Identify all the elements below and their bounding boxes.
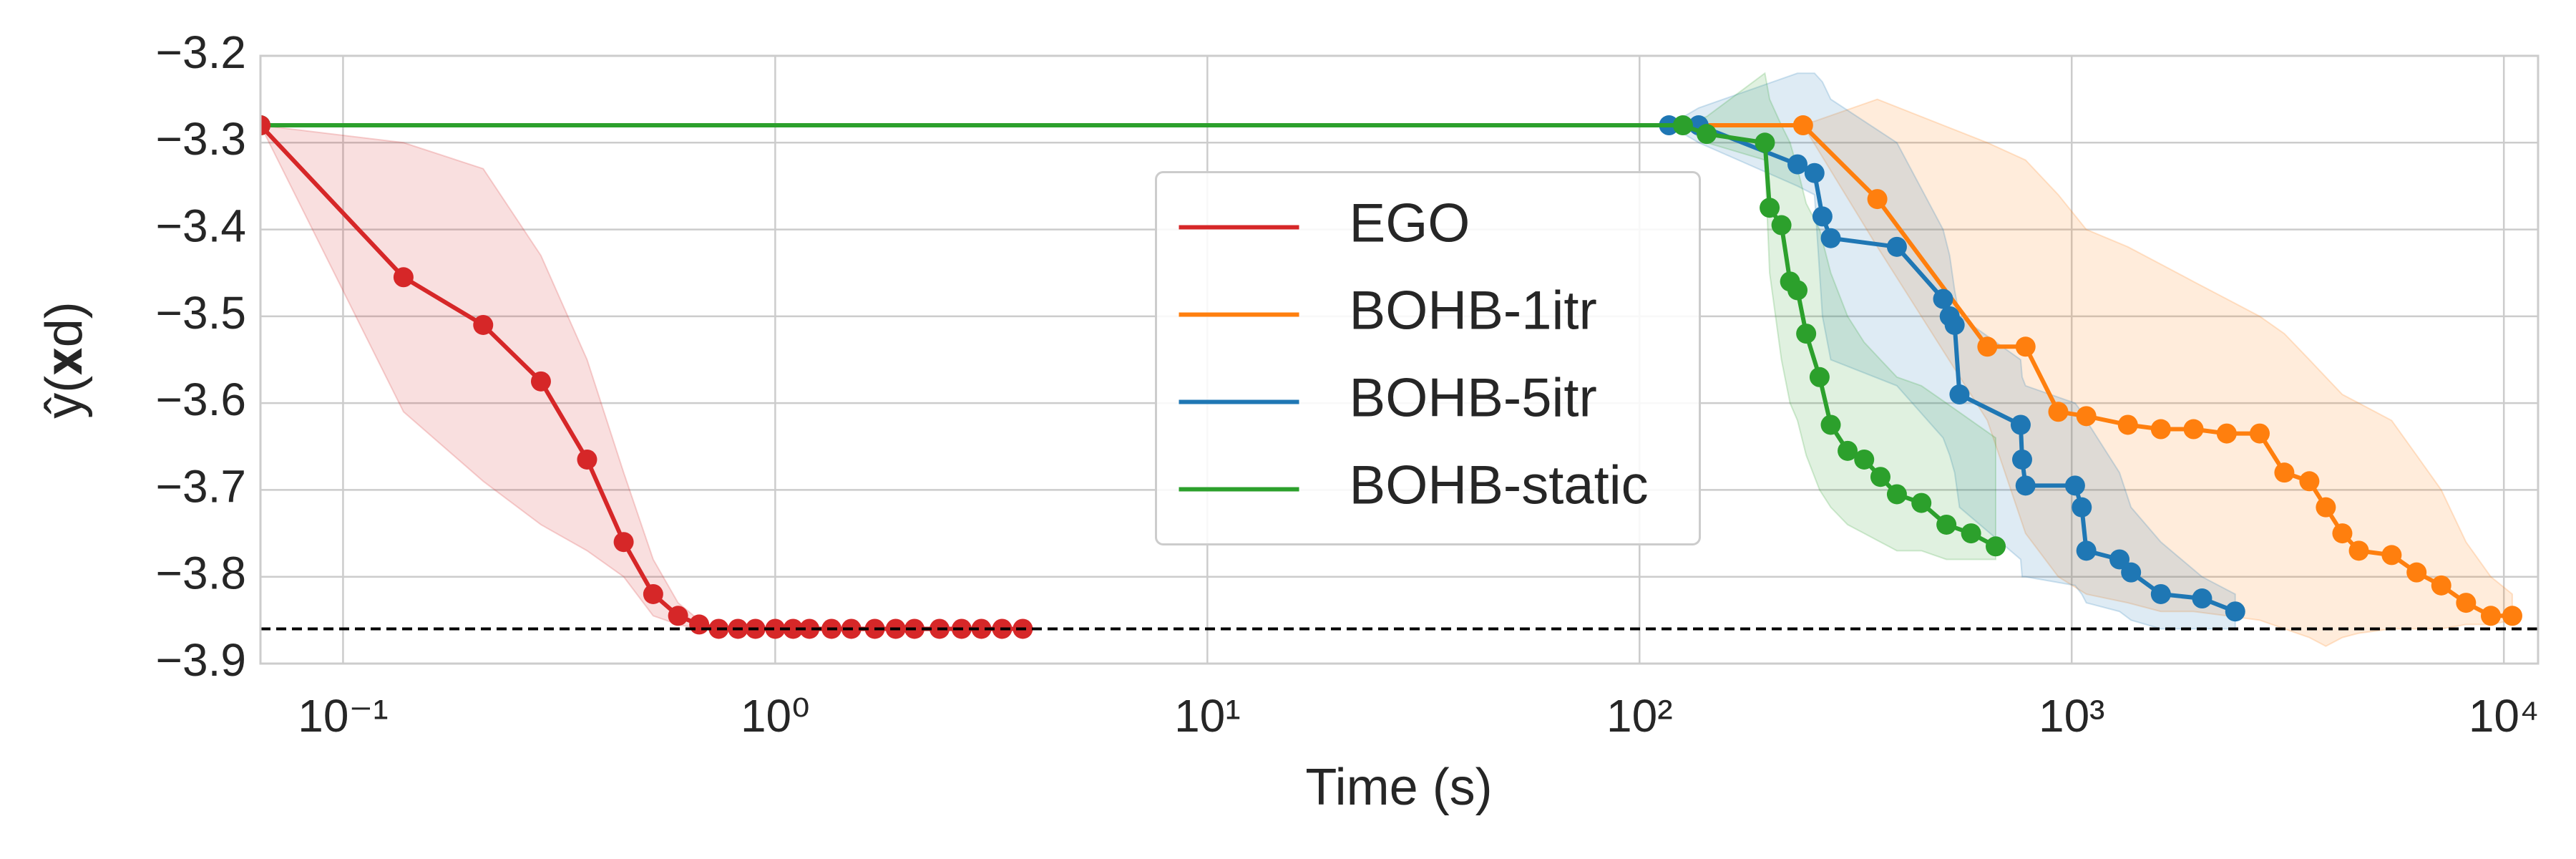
y-tick-label: −3.6: [156, 374, 246, 425]
data-point: [2316, 497, 2336, 518]
y-tick-label: −3.5: [156, 287, 246, 339]
data-point: [2015, 475, 2036, 496]
data-point: [1672, 115, 1693, 136]
data-point: [1911, 492, 1932, 513]
data-point: [2015, 336, 2036, 357]
data-point: [1812, 206, 1833, 227]
y-tick-label: −3.7: [156, 460, 246, 512]
legend-label: EGO: [1350, 193, 1470, 254]
data-point: [393, 267, 414, 288]
data-point: [783, 618, 804, 639]
data-point: [1936, 514, 1957, 535]
data-point: [2216, 423, 2237, 444]
data-point: [1886, 484, 1907, 505]
data-point: [1796, 324, 1817, 344]
data-point: [1820, 414, 1841, 435]
data-point: [2121, 562, 2142, 583]
y-tick-label: −3.3: [156, 113, 246, 165]
data-point: [1870, 467, 1890, 487]
data-point: [2076, 540, 2097, 561]
data-point: [2480, 606, 2501, 626]
data-point: [2076, 406, 2097, 427]
data-point: [2064, 475, 2085, 496]
legend: EGO BOHB-1itr BOHB-5itr BOHB-static: [1155, 171, 1701, 545]
plot-frame: [259, 54, 2540, 665]
data-point: [689, 614, 710, 635]
data-point: [2109, 549, 2130, 570]
legend-label: BOHB-1itr: [1350, 281, 1597, 341]
data-point: [1977, 336, 1998, 357]
data-point: [2431, 575, 2451, 596]
data-point: [1804, 162, 1825, 183]
data-point: [2192, 588, 2212, 609]
data-point: [2332, 523, 2353, 544]
data-point: [1854, 449, 1875, 470]
data-point: [2381, 545, 2402, 566]
data-point: [2456, 593, 2477, 613]
data-point: [668, 606, 688, 626]
data-point: [1760, 198, 1780, 218]
data-point: [473, 314, 494, 335]
data-point: [2117, 414, 2138, 435]
data-point: [577, 449, 597, 470]
data-point: [765, 618, 786, 639]
x-tick-label: 10⁰: [741, 690, 810, 742]
data-point: [1838, 440, 1858, 461]
data-point: [1755, 132, 1775, 153]
data-point: [1886, 236, 1907, 257]
legend-label: BOHB-static: [1350, 455, 1649, 516]
confidence-band: [260, 72, 1997, 560]
data-point: [1867, 189, 1888, 210]
data-point: [643, 583, 663, 604]
data-point: [2406, 562, 2427, 583]
data-point: [799, 618, 820, 639]
data-point: [1944, 314, 1965, 335]
data-point: [2183, 419, 2204, 440]
x-tick-label: 10³: [2039, 690, 2105, 742]
data-point: [1787, 154, 1808, 175]
data-point: [2348, 540, 2369, 561]
y-tick-label: −3.4: [156, 200, 246, 251]
data-point: [260, 115, 270, 136]
data-point: [971, 618, 992, 639]
x-tick-label: 10⁻¹: [298, 690, 388, 742]
data-point: [1820, 228, 1841, 248]
legend-label: BOHB-5itr: [1350, 368, 1597, 429]
y-axis-label: ŷ(𝐱d): [36, 301, 93, 419]
data-point: [2274, 462, 2295, 483]
data-point: [1787, 280, 1808, 301]
data-point: [2249, 423, 2270, 444]
data-point: [2299, 471, 2320, 492]
data-point: [1961, 523, 1981, 544]
data-point: [2048, 402, 2069, 422]
data-point: [2150, 583, 2171, 604]
data-point: [2502, 606, 2522, 626]
data-point: [530, 371, 551, 392]
data-point: [2010, 414, 2031, 435]
x-axis-label: Time (s): [1305, 759, 1492, 816]
data-point: [613, 532, 634, 553]
y-tick-label: −3.2: [156, 26, 246, 78]
data-point: [1771, 215, 1792, 236]
data-point: [1809, 367, 1830, 387]
data-point: [1986, 536, 2006, 557]
data-point: [1949, 384, 1970, 405]
y-tick-label: −3.8: [156, 548, 246, 599]
data-point: [1697, 124, 1717, 145]
data-point: [1792, 115, 1813, 136]
x-tick-label: 10²: [1606, 690, 1673, 742]
legend-box: [1155, 171, 1701, 545]
data-point: [2072, 497, 2092, 518]
data-point: [2011, 449, 2032, 470]
x-tick-label: 10⁴: [2469, 690, 2540, 742]
data-point: [2150, 419, 2171, 440]
y-tick-label: −3.9: [156, 634, 246, 686]
x-tick-label: 10¹: [1174, 690, 1241, 742]
plot-layer: [260, 72, 2522, 647]
data-point: [2225, 601, 2245, 622]
data-point: [1933, 288, 1953, 309]
